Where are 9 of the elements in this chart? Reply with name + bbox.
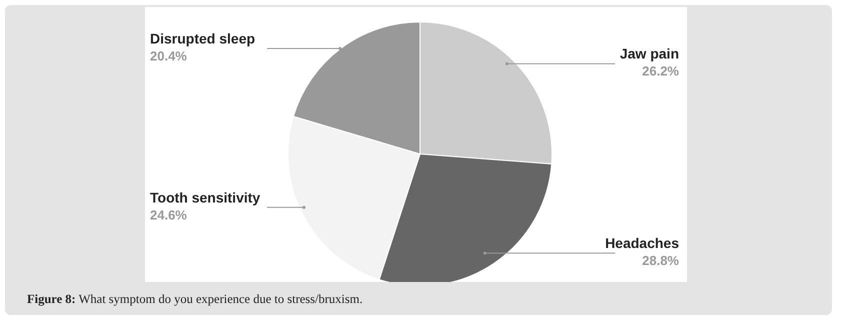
data-label: 26.2% bbox=[642, 64, 680, 79]
slice-label: Headaches bbox=[605, 235, 680, 252]
slice-label: Tooth sensitivity bbox=[150, 189, 260, 206]
slice-label: Disrupted sleep bbox=[150, 30, 256, 46]
data-label: 20.4% bbox=[150, 48, 188, 64]
data-label: 28.8% bbox=[642, 253, 680, 268]
caption: Figure 8: What symptom do you experience due to stress/bruxism. bbox=[27, 292, 363, 307]
slice-label: Jaw pain bbox=[620, 46, 679, 62]
data-label: 24.6% bbox=[150, 207, 188, 222]
